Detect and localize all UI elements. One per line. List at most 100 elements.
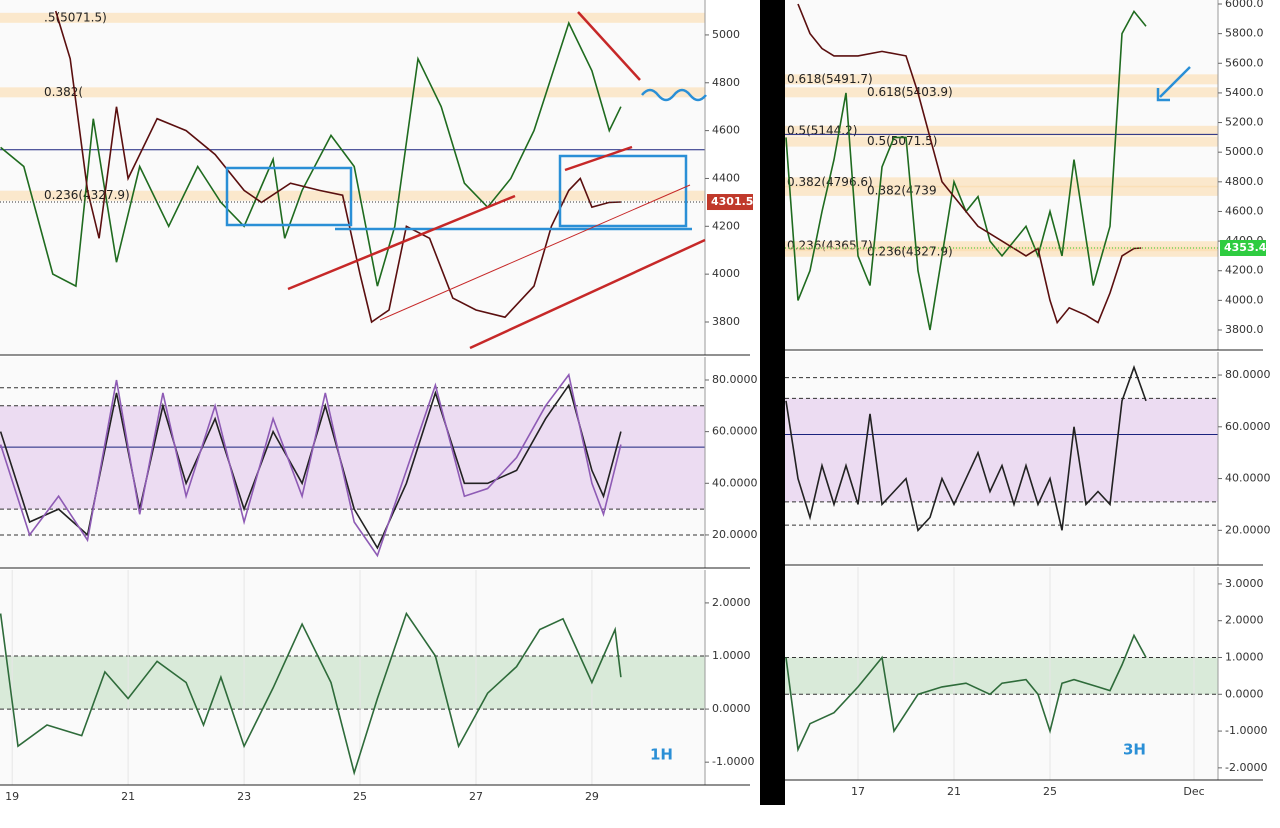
wave-arrow: [641, 88, 707, 102]
y-tick-label: 0.0000: [712, 702, 751, 715]
y-tick-label: -1.0000: [1225, 724, 1267, 737]
fib-label: 0.5(5071.5): [867, 134, 937, 148]
y-tick-label: 5800.0: [1225, 27, 1264, 40]
fib-label: 0.618(5491.7): [787, 72, 873, 86]
y-tick-label: 40.0000: [712, 476, 758, 489]
y-tick-label: 5400.0: [1225, 86, 1264, 99]
fib-label: 0.5(5144.2): [787, 123, 857, 137]
y-tick-label: 4800: [712, 76, 740, 89]
y-tick-label: 60.0000: [712, 425, 758, 438]
arrow-head: [1156, 88, 1170, 102]
fib-label: 0.382(: [44, 85, 83, 99]
y-tick-label: 5200.0: [1225, 116, 1264, 129]
y-tick-label: 4600: [712, 124, 740, 137]
y-tick-label: 4000: [712, 267, 740, 280]
y-tick-label: 40.0000: [1225, 472, 1271, 485]
series-line: [785, 9, 1147, 331]
fib-label: 0.236(4327.9): [867, 244, 953, 258]
fib-band: [785, 74, 1218, 85]
series-line: [54, 10, 621, 324]
y-tick-label: 2.0000: [712, 596, 751, 609]
x-tick-label: 17: [851, 785, 865, 798]
y-tick-label: 5000.0: [1225, 145, 1264, 158]
fib-label: 0.236(4327.9): [44, 188, 130, 202]
box: [558, 154, 688, 228]
timeframe-label: 1H: [650, 746, 673, 764]
arrow: [1159, 66, 1191, 98]
y-tick-label: 3800: [712, 315, 740, 328]
price-tag-label: 4301.5: [711, 195, 753, 208]
price-tag: [707, 194, 753, 211]
band: [0, 405, 705, 510]
y-tick-label: 0.0000: [1225, 687, 1264, 700]
series-line: [797, 3, 1142, 325]
fib-label: 0.382(4796.6): [787, 175, 873, 189]
fib-label: .5(5071.5): [44, 10, 107, 24]
timeframe-label: 3H: [1123, 741, 1146, 759]
y-tick-label: -1.0000: [712, 755, 754, 768]
fib-band: [0, 190, 705, 201]
y-tick-label: 4200.0: [1225, 264, 1264, 277]
y-tick-label: 60.0000: [1225, 420, 1271, 433]
panels: .5(5071.5) 0.382( 0.236(4327.9) 3800 4000 420…: [0, 0, 1271, 803]
trend-line: [287, 194, 516, 291]
y-tick-label: 4000.0: [1225, 293, 1264, 306]
x-tick-label: 25: [1043, 785, 1057, 798]
x-tick-label: 21: [121, 790, 135, 803]
band: [785, 398, 1218, 502]
fib-band: [785, 125, 1218, 136]
trend-line: [577, 11, 641, 81]
series-line: [785, 633, 1147, 753]
band: [785, 657, 1218, 695]
trend-line: [379, 184, 691, 321]
panel-bg: [785, 0, 1218, 350]
price-tag: [1220, 239, 1266, 256]
x-tick-label: 19: [5, 790, 19, 803]
y-tick-label: 2.0000: [1225, 614, 1264, 627]
y-tick-label: 80.0000: [712, 373, 758, 386]
panel-bg: [0, 0, 705, 355]
y-tick-label: 5600.0: [1225, 56, 1264, 69]
x-tick-label: 21: [947, 785, 961, 798]
y-tick-label: 3.0000: [1225, 577, 1264, 590]
trend-line: [469, 238, 706, 350]
fib-label: 0.382(4739: [867, 183, 937, 197]
fib-band: [785, 177, 1218, 188]
x-tick-label: 27: [469, 790, 483, 803]
x-tick-label: 29: [585, 790, 599, 803]
fib-band: [785, 136, 1218, 147]
y-tick-label: 6000.0: [1225, 0, 1264, 10]
y-tick-label: 80.0000: [1225, 368, 1271, 381]
fib-band: [785, 241, 1218, 252]
fib-band: [0, 87, 705, 98]
series-line: [0, 611, 622, 776]
fib-band: [0, 12, 705, 23]
band: [0, 656, 705, 710]
y-tick-label: 4800.0: [1225, 175, 1264, 188]
y-tick-label: 3800.0: [1225, 323, 1264, 336]
series-line: [785, 364, 1147, 532]
y-tick-label: 4400: [712, 171, 740, 184]
fib-band: [785, 185, 1218, 196]
x-tick-label: 25: [353, 790, 367, 803]
annotations: [225, 11, 1191, 350]
fib-band: [785, 87, 1218, 98]
y-tick-label: 20.0000: [712, 528, 758, 541]
fib-band: [785, 246, 1218, 257]
y-tick-label: 5000: [712, 28, 740, 41]
series-line: [0, 372, 622, 558]
series-line: [0, 383, 622, 550]
price-tag-label: 4353.4: [1224, 241, 1267, 254]
y-tick-label: 20.0000: [1225, 523, 1271, 536]
box: [225, 166, 353, 227]
y-tick-label: 4200: [712, 219, 740, 232]
x-tick-label: Dec: [1183, 785, 1204, 798]
y-tick-label: -2.0000: [1225, 761, 1267, 774]
fib-label: 0.618(5403.9): [867, 85, 953, 99]
y-tick-label: 4600.0: [1225, 204, 1264, 217]
x-tick-label: 23: [237, 790, 251, 803]
trend-line: [564, 145, 633, 172]
y-tick-label: 1.0000: [1225, 650, 1264, 663]
y-tick-label: 1.0000: [712, 649, 751, 662]
